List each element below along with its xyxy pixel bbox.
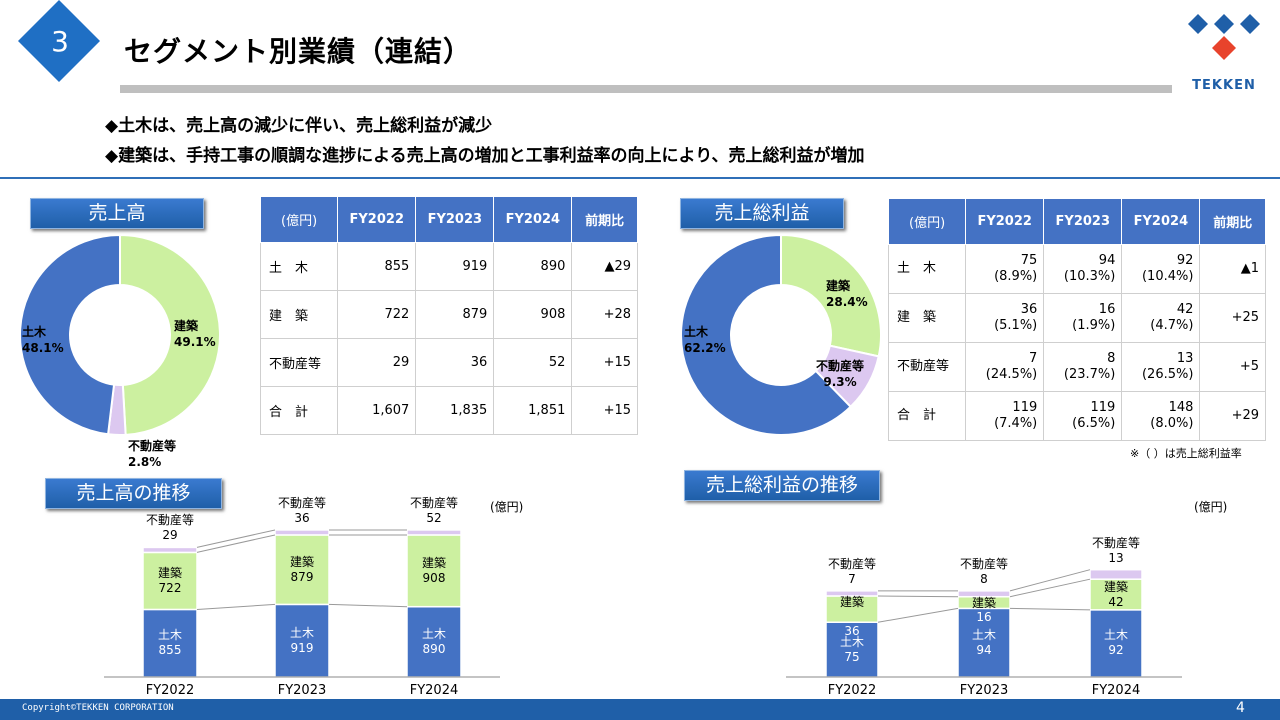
gross-trend-label-building: 建築 [971, 595, 996, 610]
bullet-civil: ◆土木は、売上高の減少に伴い、売上総利益が減少 [105, 116, 493, 136]
sales-trend-bar-FY2024-2 [406, 529, 462, 536]
table-row: 土 木 855 919 890 ▲29 [259, 242, 638, 291]
gross-donut-realestate-label: 不動産等 9.3% [816, 359, 865, 389]
title-underline [120, 85, 1172, 93]
gross-margin-note: ※（ ）は売上総利益率 [1130, 447, 1242, 460]
sales-donut-building-label: 建築 49.1% [174, 319, 216, 349]
table-row: 合 計 119 (7.4%) 119 (6.5%) 148 (8.0%) +29 [887, 391, 1266, 441]
gross-trend-x-label: FY2022 [827, 683, 877, 698]
section-divider [0, 177, 1280, 179]
gross-donut-chart [680, 233, 882, 436]
sales-trend-label: 売上高の推移 [45, 478, 222, 509]
gross-trend-label-building-value: 16 [976, 610, 992, 625]
sales-donut-chart [19, 233, 221, 436]
gross-trend-label-realestate: 不動産等 13 [1091, 535, 1140, 565]
sales-trend-bar-FY2023-2 [274, 529, 330, 536]
gross-donut-slice-0 [780, 233, 882, 358]
sales-trend-x-label: FY2024 [409, 683, 459, 698]
sales-trend-connector [328, 603, 408, 608]
gross-table-header: (億円) FY2022 FY2023 FY2024 前期比 [887, 198, 1266, 245]
table-row: 建 築 36 (5.1%) 16 (1.9%) 42 (4.7%) +25 [887, 293, 1266, 343]
gross-trend-label-civil: 土木 94 [971, 627, 996, 657]
gross-donut-civil-label: 土木 62.2% [684, 325, 726, 355]
sales-trend-unit: (億円) [490, 500, 524, 514]
gross-table: (億円) FY2022 FY2023 FY2024 前期比 土 木 75 (8.… [887, 198, 1266, 441]
page-title: セグメント別業績（連結） [124, 35, 473, 68]
sales-trend-x-label: FY2022 [145, 683, 195, 698]
gross-donut-slice-2 [680, 233, 853, 436]
gross-trend-x-label: FY2024 [1091, 683, 1141, 698]
sales-trend-label-building: 建築 879 [289, 554, 314, 584]
gross-trend-label: 売上総利益の推移 [684, 470, 880, 501]
gross-trend-unit: (億円) [1194, 500, 1228, 514]
tekken-logo-icon [1188, 14, 1260, 60]
table-row: 土 木 75 (8.9%) 94 (10.3%) 92 (10.4%) ▲1 [887, 244, 1266, 294]
gross-trend-label-building-value: 36 [844, 624, 860, 639]
sales-donut-realestate-label: 不動産等 2.8% [128, 439, 177, 469]
gross-trend-label-building: 建築 [839, 594, 864, 609]
sales-trend-label-civil: 土木 855 [157, 628, 182, 658]
table-row: 不動産等 29 36 52 +15 [259, 338, 638, 387]
sales-trend-label-civil: 土木 919 [289, 625, 314, 655]
sales-trend-label-building: 建築 908 [421, 555, 446, 585]
sales-trend-label-civil: 土木 890 [421, 626, 446, 656]
gross-trend-label-realestate: 不動産等 7 [827, 556, 876, 586]
sales-trend-bar-FY2022-2 [142, 546, 198, 554]
copyright: Copyright©TEKKEN CORPORATION [22, 703, 174, 713]
table-row: 合 計 1,607 1,835 1,851 +15 [259, 386, 638, 435]
sales-trend-label-realestate: 不動産等 36 [277, 495, 326, 525]
sales-trend-label-realestate: 不動産等 29 [145, 513, 194, 543]
gross-trend-label-realestate: 不動産等 8 [959, 556, 1008, 586]
sales-trend-x-label: FY2023 [277, 683, 327, 698]
page-number: 4 [1236, 700, 1245, 716]
sales-label: 売上高 [30, 198, 204, 229]
table-row: 建 築 722 879 908 +28 [259, 290, 638, 339]
table-row: 不動産等 7 (24.5%) 8 (23.7%) 13 (26.5%) +5 [887, 342, 1266, 392]
gross-trend-x-label: FY2023 [959, 683, 1009, 698]
gross-trend-label-building: 建築 42 [1103, 579, 1128, 609]
section-number: 3 [51, 25, 69, 58]
sales-table-header: (億円) FY2022 FY2023 FY2024 前期比 [259, 196, 638, 243]
sales-donut-civil-label: 土木 48.1% [22, 325, 64, 355]
sales-trend-label-building: 建築 722 [157, 565, 182, 595]
gross-donut-building-label: 建築 28.4% [826, 279, 868, 309]
sales-table: (億円) FY2022 FY2023 FY2024 前期比 土 木 855 91… [259, 196, 638, 435]
logo-text: TEKKEN [1192, 78, 1256, 93]
gross-trend-bar-FY2024-2 [1089, 568, 1143, 580]
sales-trend-connector [196, 603, 276, 610]
gross-trend-label-civil: 土木 75 [839, 634, 864, 664]
gross-profit-label: 売上総利益 [680, 198, 844, 229]
gross-trend-label-civil: 土木 92 [1103, 628, 1128, 658]
bullet-building: ◆建築は、手持工事の順調な進捗による売上高の増加と工事利益率の向上により、売上総… [105, 146, 865, 166]
footer-bar [0, 699, 1280, 720]
sales-trend-label-realestate: 不動産等 52 [409, 495, 458, 525]
sales-donut-slice-2 [19, 233, 121, 436]
sales-donut-slice-0 [119, 233, 221, 436]
